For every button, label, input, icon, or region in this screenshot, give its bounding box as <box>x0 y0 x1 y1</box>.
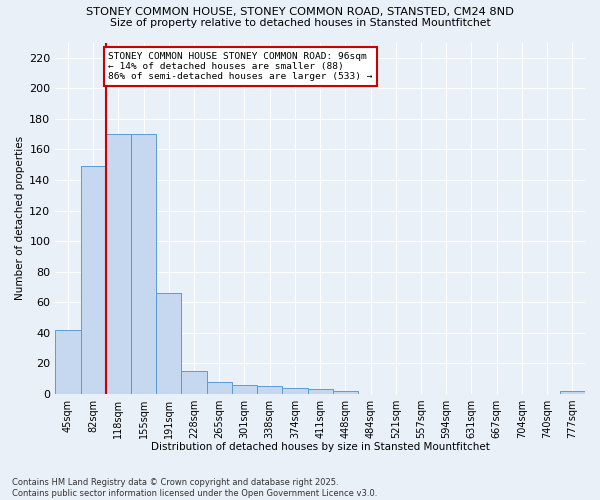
Bar <box>283 388 308 394</box>
Text: STONEY COMMON HOUSE, STONEY COMMON ROAD, STANSTED, CM24 8ND: STONEY COMMON HOUSE, STONEY COMMON ROAD,… <box>86 8 514 18</box>
Bar <box>308 390 333 394</box>
Bar <box>156 293 181 394</box>
Bar <box>131 134 156 394</box>
Bar <box>257 386 283 394</box>
Text: STONEY COMMON HOUSE STONEY COMMON ROAD: 96sqm
← 14% of detached houses are small: STONEY COMMON HOUSE STONEY COMMON ROAD: … <box>108 52 373 82</box>
Y-axis label: Number of detached properties: Number of detached properties <box>15 136 25 300</box>
Bar <box>55 330 80 394</box>
Bar <box>181 371 206 394</box>
Bar <box>206 382 232 394</box>
Text: Size of property relative to detached houses in Stansted Mountfitchet: Size of property relative to detached ho… <box>110 18 490 28</box>
Text: Contains HM Land Registry data © Crown copyright and database right 2025.
Contai: Contains HM Land Registry data © Crown c… <box>12 478 377 498</box>
Bar <box>333 391 358 394</box>
Bar <box>106 134 131 394</box>
X-axis label: Distribution of detached houses by size in Stansted Mountfitchet: Distribution of detached houses by size … <box>151 442 490 452</box>
Bar <box>80 166 106 394</box>
Bar <box>232 385 257 394</box>
Bar <box>560 391 585 394</box>
